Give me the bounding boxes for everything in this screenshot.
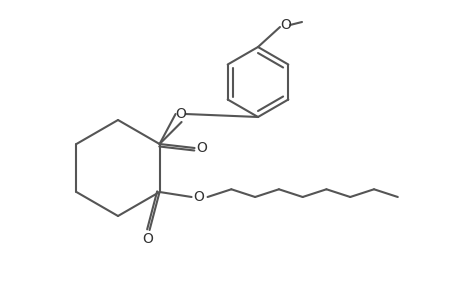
Text: O: O xyxy=(193,190,203,204)
Text: O: O xyxy=(175,107,185,121)
Text: O: O xyxy=(142,232,153,246)
Text: O: O xyxy=(280,18,291,32)
Text: O: O xyxy=(196,141,207,155)
